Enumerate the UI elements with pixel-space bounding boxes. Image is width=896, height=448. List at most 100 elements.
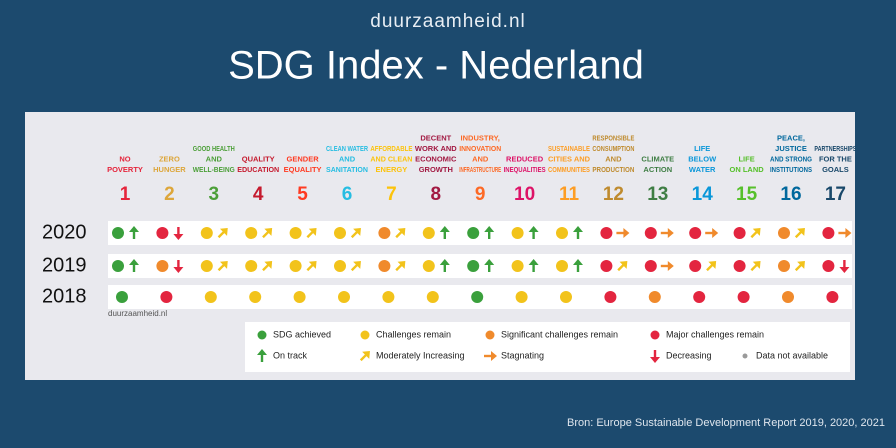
status-dot xyxy=(511,260,524,272)
legend-label: Data not available xyxy=(756,350,828,360)
goal-label: AND xyxy=(472,154,489,163)
goal-label: AND STRONG xyxy=(770,154,812,163)
legend-label: Major challenges remain xyxy=(666,329,764,339)
trend-arrow xyxy=(306,261,317,272)
status-dot xyxy=(422,260,435,272)
status-dot xyxy=(467,260,480,272)
status-dot xyxy=(289,227,302,239)
trend-arrow xyxy=(573,259,583,272)
status-dot xyxy=(737,291,750,303)
trend-arrow xyxy=(439,226,450,239)
brand: duurzaamheid.nl xyxy=(370,11,525,32)
arrow-head xyxy=(528,226,539,232)
status-dot xyxy=(467,227,480,239)
goal-number: 5 xyxy=(297,184,308,205)
goal-number: 3 xyxy=(209,184,220,205)
goal-label: DECENT xyxy=(420,133,451,142)
trend-arrow xyxy=(706,261,717,272)
year: 2020 xyxy=(42,221,87,243)
arrow-head xyxy=(362,351,370,359)
arrow-head xyxy=(797,228,805,236)
arrow-head xyxy=(528,259,539,265)
arrow-head xyxy=(752,228,761,236)
arrow-head xyxy=(667,228,674,238)
goal-label: EQUALITY xyxy=(284,165,322,174)
legend-arrow xyxy=(484,351,497,361)
arrow-head xyxy=(173,267,184,273)
goal-label: GENDER xyxy=(287,154,320,163)
goal-number: 2 xyxy=(164,184,175,205)
status-dot xyxy=(204,291,217,303)
arrow-head xyxy=(219,228,228,236)
goal-number: 10 xyxy=(514,184,535,205)
goal-number: 8 xyxy=(431,184,442,205)
trend-arrow xyxy=(484,259,495,272)
legend-dot xyxy=(485,330,495,340)
arrow-head xyxy=(650,357,660,363)
goal-label: CONSUMPTION xyxy=(592,144,634,153)
status-dot xyxy=(556,227,568,239)
goal-label: INFRASTRUCTURE xyxy=(459,165,501,174)
goal-number: 12 xyxy=(603,184,624,205)
goal-number: 6 xyxy=(342,184,353,205)
status-dot xyxy=(782,291,794,303)
status-dot xyxy=(644,227,657,239)
goal-label: PEACE, xyxy=(777,133,805,142)
row-stripe xyxy=(108,221,852,245)
status-dot xyxy=(822,260,835,272)
status-dot xyxy=(156,260,169,272)
row-stripe xyxy=(108,254,852,278)
arrow-head xyxy=(619,261,628,269)
arrow-head xyxy=(353,228,361,236)
trend-arrow xyxy=(395,261,406,272)
goal-number: 16 xyxy=(780,184,801,205)
goal-label: QUALITY xyxy=(242,154,275,163)
legend-arrow xyxy=(257,349,267,362)
trend-arrow xyxy=(173,260,184,273)
goal-number: 11 xyxy=(559,184,580,205)
trend-arrow xyxy=(439,259,450,272)
goal-label: AND xyxy=(339,154,356,163)
status-dot xyxy=(378,227,391,239)
arrow-head xyxy=(712,228,719,238)
status-dot xyxy=(733,260,746,272)
goal-label: NO xyxy=(119,154,130,163)
status-dot xyxy=(382,291,395,303)
status-dot xyxy=(822,227,835,239)
goal-label: AND xyxy=(206,154,223,163)
legend-label: Stagnating xyxy=(501,350,544,360)
status-dot xyxy=(200,260,213,272)
goal-number: 9 xyxy=(475,184,486,205)
status-dot xyxy=(245,260,258,272)
status-dot xyxy=(200,227,213,239)
trend-arrow xyxy=(660,261,674,271)
trend-arrow xyxy=(262,261,273,272)
arrow-head xyxy=(573,259,583,265)
goal-label: WORK AND xyxy=(415,144,457,153)
arrow-head xyxy=(752,261,761,269)
status-dot xyxy=(600,260,613,272)
trend-arrow xyxy=(573,226,583,239)
trend-arrow xyxy=(750,261,761,272)
goal-label: ECONOMIC xyxy=(415,154,457,163)
trend-arrow xyxy=(794,228,805,239)
legend-arrow xyxy=(742,353,748,359)
status-dot xyxy=(560,291,572,303)
goal-number: 4 xyxy=(253,184,264,205)
goal-label: LIFE xyxy=(738,154,754,163)
arrow-head xyxy=(173,234,184,240)
trend-arrow xyxy=(794,261,805,272)
arrow-head xyxy=(397,261,406,269)
arrow-head xyxy=(397,228,406,236)
status-dot xyxy=(289,260,302,272)
arrow-head xyxy=(573,226,583,232)
trend-arrow xyxy=(484,226,495,239)
status-dot xyxy=(648,291,661,303)
goal-label: REDUCED xyxy=(506,154,544,163)
year: 2019 xyxy=(42,254,87,276)
trend-arrow xyxy=(528,259,539,272)
goal-label: AFFORDABLE xyxy=(370,144,412,153)
arrow-head xyxy=(491,351,497,361)
status-dot xyxy=(600,227,613,239)
